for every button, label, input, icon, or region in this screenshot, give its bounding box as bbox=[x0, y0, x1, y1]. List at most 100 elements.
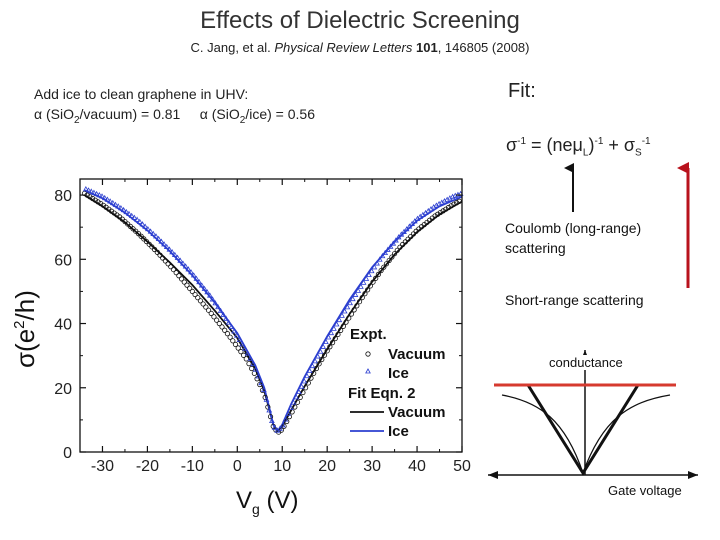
data-point-ice bbox=[368, 267, 375, 274]
data-point-ice bbox=[341, 308, 348, 314]
data-point-ice bbox=[409, 220, 415, 227]
data-point-vacuum bbox=[311, 370, 317, 376]
schematic-x-arrowhead-left bbox=[488, 471, 498, 479]
data-point-vacuum bbox=[437, 209, 444, 216]
data-point-ice bbox=[215, 303, 221, 310]
data-point-vacuum bbox=[265, 404, 271, 410]
x-tick-label: 30 bbox=[363, 458, 381, 475]
data-point-vacuum bbox=[146, 241, 152, 247]
schematic-x-arrowhead-right bbox=[688, 471, 698, 479]
data-point-vacuum bbox=[365, 287, 371, 293]
citation-journal: Physical Review Letters bbox=[274, 40, 413, 55]
data-point-ice bbox=[212, 300, 219, 306]
data-point-ice bbox=[390, 240, 397, 246]
fit-equation: σ-1 = (neμL)-1 + σS-1 bbox=[506, 135, 651, 159]
data-point-ice bbox=[279, 422, 286, 428]
data-point-vacuum bbox=[375, 271, 382, 277]
data-point-ice bbox=[161, 241, 167, 247]
alpha-vacuum-sub: 2 bbox=[73, 114, 80, 126]
x-axis-label: Vg (V) bbox=[236, 487, 298, 517]
data-point-vacuum bbox=[197, 298, 204, 304]
plot-frame bbox=[79, 178, 463, 453]
alpha-ice-suffix: /ice) = 0.56 bbox=[245, 106, 315, 122]
data-point-ice bbox=[411, 218, 418, 224]
data-point-ice bbox=[155, 235, 162, 242]
data-point-ice bbox=[101, 194, 108, 201]
data-point-ice bbox=[387, 243, 394, 249]
data-point-vacuum bbox=[189, 288, 195, 295]
data-point-vacuum bbox=[443, 206, 449, 212]
data-point-vacuum bbox=[230, 338, 236, 344]
data-point-ice bbox=[258, 379, 264, 386]
data-point-vacuum bbox=[181, 279, 187, 285]
data-point-ice bbox=[150, 230, 157, 237]
y-tick-label: 80 bbox=[54, 188, 72, 205]
schematic-short-range-curve bbox=[501, 394, 671, 475]
data-point-ice bbox=[209, 296, 216, 302]
data-point-vacuum bbox=[378, 267, 384, 274]
data-point-ice bbox=[333, 321, 340, 327]
eq-plus-sigma: + σ bbox=[603, 135, 636, 155]
data-point-vacuum bbox=[435, 211, 441, 217]
data-point-ice bbox=[285, 410, 291, 416]
data-point-ice bbox=[260, 386, 267, 392]
data-point-ice bbox=[290, 399, 297, 405]
data-point-vacuum bbox=[176, 273, 182, 279]
data-point-ice bbox=[331, 325, 337, 331]
data-point-ice bbox=[266, 407, 273, 413]
data-point-vacuum bbox=[354, 303, 360, 309]
data-point-ice bbox=[355, 287, 362, 293]
data-point-ice bbox=[193, 275, 200, 281]
data-point-ice bbox=[136, 218, 143, 224]
data-point-vacuum bbox=[160, 255, 166, 261]
eq-close-sup: -1 bbox=[594, 136, 604, 147]
schematic-y-label: conductance bbox=[548, 355, 624, 370]
data-point-vacuum bbox=[184, 282, 190, 288]
data-point-vacuum bbox=[95, 199, 101, 205]
data-point-vacuum bbox=[168, 264, 174, 270]
data-point-vacuum bbox=[327, 344, 333, 350]
data-point-ice bbox=[171, 251, 178, 257]
data-point-ice bbox=[360, 279, 367, 285]
y-tick-label: 40 bbox=[54, 317, 72, 334]
plot-area bbox=[81, 186, 464, 435]
data-point-vacuum bbox=[402, 239, 408, 245]
data-point-vacuum bbox=[222, 327, 228, 333]
data-point-ice bbox=[182, 263, 189, 269]
data-point-vacuum bbox=[367, 283, 373, 289]
data-point-vacuum bbox=[238, 349, 244, 355]
data-point-ice bbox=[207, 292, 213, 298]
legend-vacuum-fit: Vacuum bbox=[388, 404, 446, 421]
data-point-ice bbox=[185, 266, 192, 272]
data-point-ice bbox=[223, 315, 229, 321]
data-point-ice bbox=[242, 345, 248, 351]
intro-line-1: Add ice to clean graphene in UHV: bbox=[34, 86, 249, 102]
data-point-ice bbox=[190, 272, 197, 278]
data-point-ice bbox=[144, 225, 151, 232]
eq-s-sub: S bbox=[635, 147, 642, 159]
data-point-ice bbox=[403, 226, 410, 232]
data-point-vacuum bbox=[445, 204, 452, 211]
data-point-vacuum bbox=[162, 258, 168, 264]
data-point-ice bbox=[88, 188, 95, 194]
alpha-ice: α (SiO2/ice) = 0.56 bbox=[200, 106, 315, 126]
data-point-vacuum bbox=[89, 195, 96, 202]
data-point-ice bbox=[228, 323, 235, 329]
data-point-ice bbox=[177, 257, 184, 263]
legend-expt-title: Expt. bbox=[350, 326, 387, 343]
data-point-ice bbox=[120, 206, 127, 213]
data-point-vacuum bbox=[259, 387, 266, 393]
data-point-ice bbox=[347, 299, 353, 306]
data-point-ice bbox=[293, 394, 300, 400]
data-point-ice bbox=[282, 416, 289, 422]
legend-ice-fit: Ice bbox=[388, 423, 409, 440]
data-point-vacuum bbox=[267, 414, 274, 420]
data-point-ice bbox=[239, 341, 246, 347]
data-point-vacuum bbox=[251, 370, 257, 376]
data-point-ice bbox=[231, 328, 238, 334]
data-point-vacuum bbox=[370, 279, 376, 285]
data-point-vacuum bbox=[216, 320, 222, 327]
data-point-ice bbox=[309, 362, 316, 369]
